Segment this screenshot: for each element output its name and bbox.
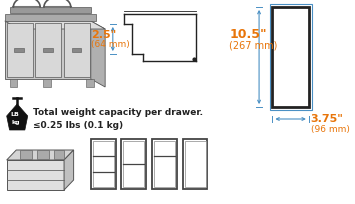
Bar: [154, 141, 175, 187]
Bar: [72, 49, 81, 53]
Polygon shape: [7, 150, 73, 160]
Polygon shape: [91, 22, 105, 88]
Bar: [20, 150, 32, 159]
Text: (96 mm): (96 mm): [311, 124, 350, 133]
Text: kg: kg: [11, 119, 20, 124]
Bar: [14, 49, 24, 53]
Polygon shape: [5, 15, 95, 22]
Bar: [7, 24, 33, 78]
Bar: [64, 24, 90, 78]
Text: 3.75": 3.75": [311, 113, 344, 123]
Polygon shape: [64, 150, 73, 190]
Bar: [152, 139, 177, 189]
Bar: [43, 49, 53, 53]
Text: 2.5": 2.5": [91, 30, 116, 40]
Text: ≤0.25 lbs (0.1 kg): ≤0.25 lbs (0.1 kg): [33, 121, 122, 130]
Polygon shape: [7, 104, 28, 130]
Text: (267 mm): (267 mm): [229, 41, 278, 51]
Bar: [36, 24, 61, 78]
Text: Total weight capacity per drawer.: Total weight capacity per drawer.: [33, 108, 202, 117]
Polygon shape: [5, 22, 105, 30]
Bar: [121, 139, 146, 189]
Polygon shape: [7, 160, 64, 190]
Bar: [123, 141, 144, 187]
Bar: [182, 139, 207, 189]
Bar: [272, 8, 309, 108]
Bar: [91, 139, 116, 189]
Text: 10.5": 10.5": [229, 28, 267, 41]
Text: LB: LB: [11, 111, 20, 116]
Text: (64 mm): (64 mm): [91, 40, 130, 49]
Bar: [86, 80, 94, 88]
Bar: [10, 80, 17, 88]
Polygon shape: [5, 22, 91, 80]
Bar: [43, 80, 51, 88]
Bar: [93, 141, 114, 187]
Bar: [37, 150, 49, 159]
Polygon shape: [10, 8, 91, 14]
Bar: [269, 5, 312, 110]
Bar: [54, 150, 64, 159]
Bar: [185, 141, 206, 187]
